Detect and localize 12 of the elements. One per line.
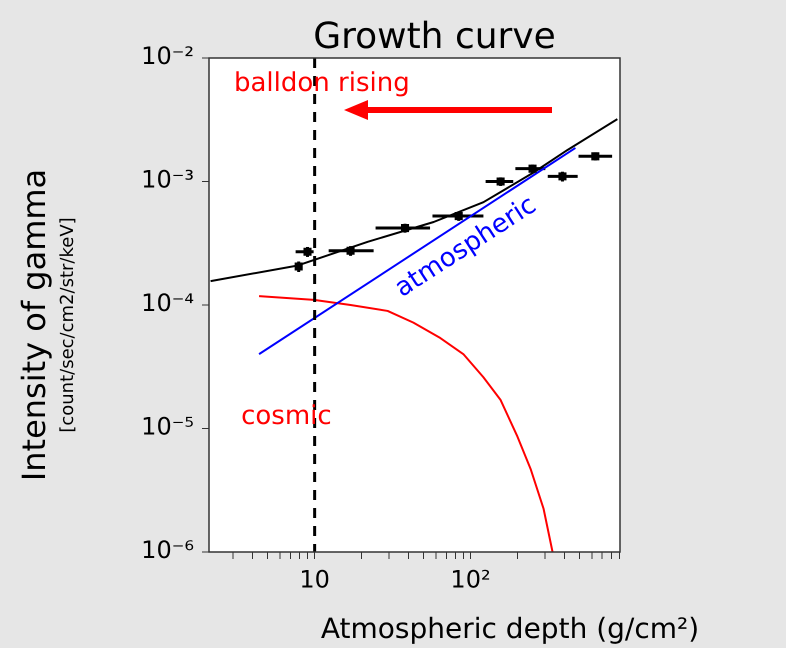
chart-title: Growth curve: [313, 16, 556, 57]
y-tick-label: 10⁻⁵: [141, 412, 194, 441]
x-axis-title: Atmospheric depth (g/cm²): [320, 612, 700, 645]
y-axis-title: Intensity of gamma [count/sec/cm2/str/keV]: [15, 168, 78, 482]
x-tick-label: 10²: [450, 566, 491, 594]
y-tick-label: 10⁻⁴: [141, 289, 194, 318]
y-tick-label: 10⁻²: [141, 42, 194, 70]
y-tick-label: 10⁻⁶: [141, 536, 194, 564]
x-tick-label: 10: [299, 566, 330, 594]
text: cosmic: [241, 401, 332, 432]
annotation: balldon rising: [234, 68, 410, 98]
y-tick-label: 10⁻³: [141, 166, 194, 194]
